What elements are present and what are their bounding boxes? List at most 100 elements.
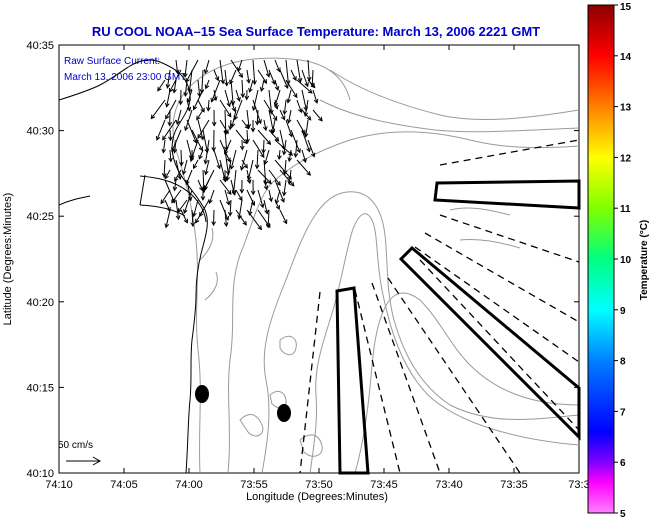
current-vector-head xyxy=(306,171,311,176)
current-vector xyxy=(190,139,199,162)
current-vector-head xyxy=(310,152,316,158)
current-vector xyxy=(150,99,166,119)
current-vector xyxy=(169,69,182,93)
current-vector-head xyxy=(262,79,268,84)
current-vector-head xyxy=(284,83,289,89)
x-tick-label: 74:05 xyxy=(110,479,138,491)
current-vector-head xyxy=(282,110,288,116)
current-vector xyxy=(257,69,267,84)
current-vector-head xyxy=(254,164,260,170)
current-vector xyxy=(224,109,227,135)
current-vector-head xyxy=(292,76,297,82)
current-vector-head xyxy=(198,146,203,152)
colorbar-label: Temperature (°C) xyxy=(639,220,650,301)
current-vector-head xyxy=(172,186,178,192)
current-vector xyxy=(187,89,193,103)
current-vector xyxy=(204,179,210,190)
current-vector-head xyxy=(179,161,184,167)
current-vector xyxy=(307,79,316,88)
current-vector-head xyxy=(282,191,287,197)
current-vector-head xyxy=(268,197,274,203)
current-vector xyxy=(171,129,182,152)
current-vector-head xyxy=(229,164,235,170)
y-axis-label: Latitude (Degrees:Minutes) xyxy=(2,193,14,326)
current-vector-head xyxy=(310,83,316,89)
current-vector xyxy=(166,89,171,107)
current-vector-head xyxy=(181,170,187,176)
current-vector-head xyxy=(280,197,285,203)
current-vector xyxy=(274,59,281,72)
current-vector xyxy=(235,89,241,102)
current-vector-head xyxy=(272,116,278,122)
current-vector-head xyxy=(298,108,303,114)
colorbar-tick-label: 9 xyxy=(620,306,626,317)
current-vector xyxy=(304,99,309,117)
current-vector xyxy=(177,199,188,213)
current-vector-head xyxy=(228,125,233,131)
current-vector xyxy=(271,119,276,134)
current-vector xyxy=(241,79,244,98)
current-vector-head xyxy=(243,163,248,169)
current-vector-head xyxy=(266,140,272,146)
current-vector xyxy=(268,129,279,142)
current-vector xyxy=(252,89,259,111)
current-vector xyxy=(230,99,236,112)
current-vector-head xyxy=(289,181,295,187)
current-vector xyxy=(175,59,179,74)
current-vector xyxy=(290,69,297,81)
colorbar-tick-label: 13 xyxy=(620,103,632,114)
current-vector xyxy=(268,109,274,133)
current-vector xyxy=(207,99,210,111)
current-vector xyxy=(171,189,182,203)
current-vector-head xyxy=(306,115,312,121)
current-vector xyxy=(279,69,289,89)
current-vector-head xyxy=(184,126,189,132)
current-vector xyxy=(301,89,307,111)
current-vector-head xyxy=(231,106,237,113)
marker-blob-1 xyxy=(195,385,209,403)
current-vector xyxy=(287,89,292,103)
x-tick-label: 73:35 xyxy=(500,479,528,491)
current-vector xyxy=(262,139,265,153)
current-vector-head xyxy=(211,121,217,127)
current-vector xyxy=(275,189,281,204)
current-vector xyxy=(191,129,203,151)
current-vector-head xyxy=(304,82,309,88)
current-vector-head xyxy=(260,153,265,159)
current-vector-head xyxy=(178,100,184,106)
current-vector xyxy=(288,109,292,123)
current-vector-head xyxy=(186,106,192,112)
current-vector xyxy=(162,119,177,141)
current-vector xyxy=(219,199,229,221)
current-vector xyxy=(230,179,236,195)
current-vector-head xyxy=(246,175,252,181)
colorbar-tick-label: 6 xyxy=(620,458,626,469)
current-vector xyxy=(279,109,285,120)
current-vector-head xyxy=(245,138,250,144)
current-vector xyxy=(204,59,210,74)
current-vector xyxy=(157,79,166,91)
y-tick-label: 40:10 xyxy=(26,468,54,480)
current-vector xyxy=(268,89,273,114)
current-vector xyxy=(180,149,183,166)
current-vector xyxy=(224,129,228,151)
colorbar-tick-label: 5 xyxy=(620,509,626,519)
current-vector xyxy=(219,59,224,84)
current-vector xyxy=(230,79,234,105)
current-vector-head xyxy=(202,186,208,192)
current-vector xyxy=(246,69,250,83)
current-vector-head xyxy=(172,88,177,94)
current-vector xyxy=(184,109,193,131)
current-vector-head xyxy=(268,109,274,115)
colorbar-ticks: 15 14 13 12 11 10 9 8 7 6 5 xyxy=(614,2,632,519)
current-vector xyxy=(193,199,199,217)
current-vector xyxy=(197,179,203,191)
x-axis-ticks: 74:10 74:05 74:00 73:55 73:50 73:45 73:40 73:35… xyxy=(45,45,590,491)
current-vector xyxy=(196,109,204,120)
current-vector xyxy=(180,209,188,223)
current-vector-head xyxy=(288,151,294,156)
current-vector xyxy=(231,109,237,128)
current-vector-head xyxy=(276,67,281,73)
current-vector xyxy=(169,149,172,162)
current-vector-head xyxy=(161,148,167,154)
